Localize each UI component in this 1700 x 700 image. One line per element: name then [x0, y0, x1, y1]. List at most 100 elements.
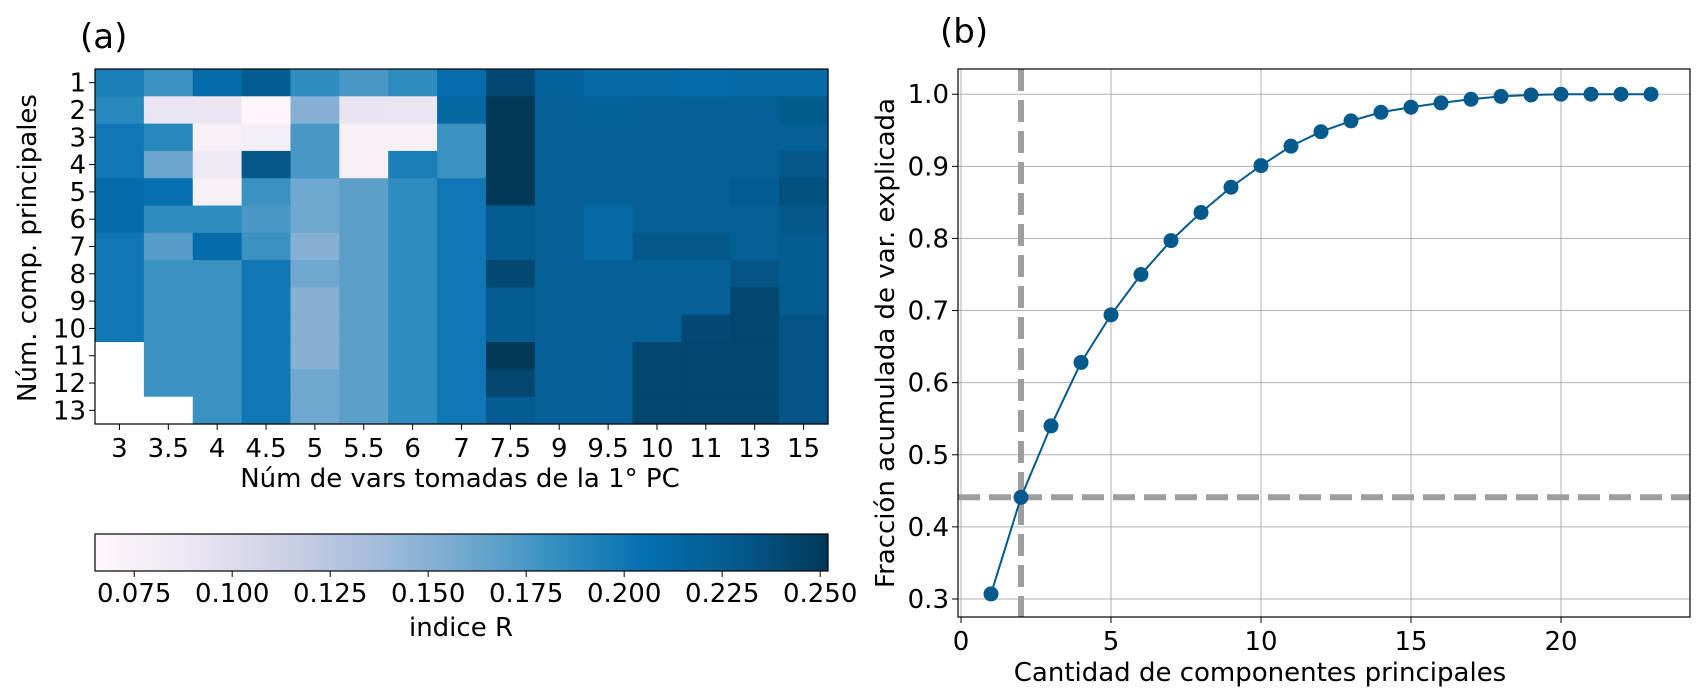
colorbar-ticks: 0.075 0.100 0.125 0.150 0.175 0.200 0.225 0.250: [97, 571, 857, 609]
heatmap-cell: [779, 96, 829, 125]
heatmap-cell: [632, 150, 682, 179]
heatmap-cell: [583, 205, 634, 234]
heatmap-cell: [95, 96, 145, 125]
heatmap-cell: [143, 314, 194, 343]
heatmap-cell: [143, 260, 194, 289]
heatmap-cell: [632, 287, 682, 316]
heatmap-cell: [534, 178, 585, 207]
heatmap-cell: [681, 150, 731, 179]
heatmap-cell: [534, 96, 585, 125]
heatmap-cell: [681, 260, 731, 289]
heatmap-cell: [95, 342, 145, 370]
data-point: [1073, 354, 1089, 370]
heatmap-cell: [632, 69, 682, 97]
heatmap-cell: [632, 342, 682, 370]
data-point: [1103, 307, 1119, 323]
x-tick-label: 5: [1103, 627, 1120, 657]
data-point: [1013, 489, 1029, 505]
heatmap-cell: [632, 205, 682, 234]
heatmap-cell: [192, 232, 243, 261]
heatmap-cell: [779, 123, 829, 152]
colorbar-tick-label: 0.250: [783, 579, 857, 609]
heatmap-cell: [583, 314, 634, 343]
heatmap-cell: [95, 232, 145, 261]
heatmap-cell: [290, 232, 340, 261]
heatmap-cell: [632, 178, 682, 207]
heatmap-cell: [192, 123, 243, 152]
heatmap-cell: [681, 342, 731, 370]
heatmap-x-tick-label: 10: [640, 434, 673, 464]
heatmap-x-tick-label: 13: [738, 434, 771, 464]
heatmap-cell: [730, 396, 780, 425]
colorbar-label: indice R: [409, 613, 513, 643]
heatmap-cell: [534, 69, 585, 97]
heatmap-cell: [632, 96, 682, 125]
heatmap-cell: [485, 260, 536, 289]
colorbar: [94, 533, 829, 572]
heatmap-cell: [730, 260, 780, 289]
heatmap-cell: [779, 396, 829, 425]
heatmap-cell: [143, 150, 194, 179]
heatmap-cell: [730, 96, 780, 125]
data-point: [1163, 233, 1179, 249]
heatmap-cell: [437, 150, 487, 179]
heatmap-cell: [192, 69, 243, 97]
heatmap-cell: [583, 123, 634, 152]
heatmap-cell: [192, 96, 243, 125]
heatmap-y-tick-label: 4: [69, 151, 86, 181]
colorbar-tick-label: 0.150: [391, 579, 465, 609]
heatmap-cell: [583, 396, 634, 425]
colorbar-tick-label: 0.125: [293, 579, 367, 609]
heatmap-cell: [241, 178, 292, 207]
heatmap-cell: [534, 396, 585, 425]
heatmap-x-tick-label: 4.5: [245, 434, 286, 464]
heatmap-y-tick-label: 10: [53, 314, 86, 344]
data-point: [1313, 124, 1329, 140]
heatmap-cell: [779, 69, 829, 97]
heatmap-cell: [290, 314, 340, 343]
heatmap-cell: [339, 232, 389, 261]
heatmap-cell: [681, 396, 731, 425]
heatmap-cell: [583, 342, 634, 370]
heatmap-cell: [779, 369, 829, 398]
heatmap-cell: [534, 123, 585, 152]
heatmap-cell: [534, 342, 585, 370]
heatmap-cell: [95, 260, 145, 289]
heatmap-cell: [192, 314, 243, 343]
heatmap-cell: [192, 178, 243, 207]
heatmap-cell: [339, 178, 389, 207]
heatmap-cell: [779, 232, 829, 261]
heatmap-cell: [730, 178, 780, 207]
heatmap-cell: [534, 287, 585, 316]
heatmap-x-tick-label: 9: [551, 434, 568, 464]
heatmap-cell: [143, 178, 194, 207]
heatmap-cell: [95, 287, 145, 316]
heatmap-cell: [583, 69, 634, 97]
data-point: [1643, 86, 1659, 102]
heatmap-cell: [241, 232, 292, 261]
heatmap-cell: [192, 205, 243, 234]
heatmap-cell: [241, 314, 292, 343]
heatmap-cell: [730, 232, 780, 261]
heatmap-cell: [534, 232, 585, 261]
reference-lines: [958, 69, 1690, 617]
data-point: [983, 586, 999, 602]
heatmap-cell: [730, 123, 780, 152]
heatmap-cell: [632, 369, 682, 398]
y-tick-label: 0.5: [908, 441, 949, 471]
data-point: [1343, 113, 1359, 129]
heatmap-cell: [534, 260, 585, 289]
heatmap-cell: [95, 69, 145, 97]
heatmap-y-tick-label: 7: [69, 233, 86, 263]
data-point: [1433, 95, 1449, 111]
heatmap-cell: [143, 205, 194, 234]
heatmap-cell: [339, 342, 389, 370]
heatmap-y-tick-label: 8: [69, 260, 86, 290]
heatmap-x-tick-label: 15: [787, 434, 820, 464]
heatmap-cell: [241, 369, 292, 398]
heatmap-cell: [437, 396, 487, 425]
heatmap-cell: [241, 342, 292, 370]
heatmap-cell: [437, 123, 487, 152]
heatmap-cell: [730, 369, 780, 398]
data-point: [1223, 179, 1239, 195]
